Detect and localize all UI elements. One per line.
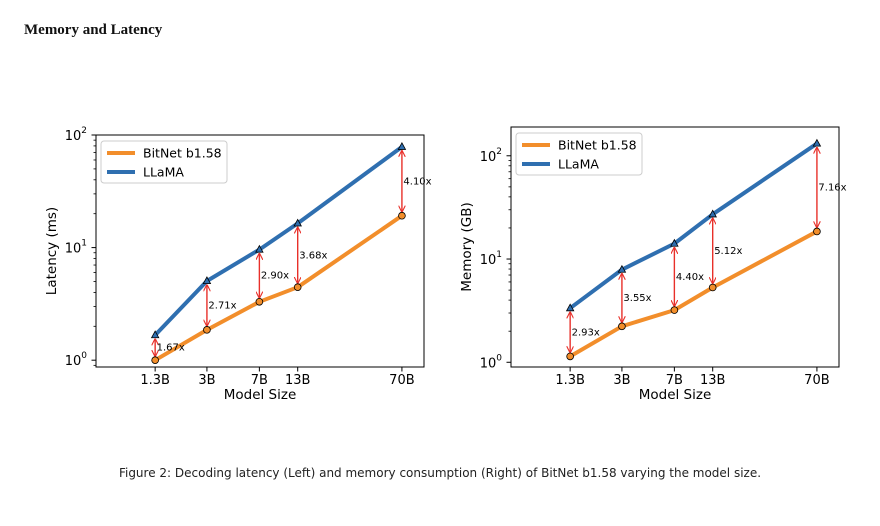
llama-point <box>708 209 717 218</box>
y-tick-base: 10 <box>480 356 497 371</box>
ratio-label: 1.67x <box>157 343 185 354</box>
bitnet-point <box>255 298 264 306</box>
x-tick-label: 1.3B <box>140 373 170 388</box>
llama-point <box>565 303 575 312</box>
y-tick-base: 10 <box>480 253 497 268</box>
x-axis-title: Model Size <box>639 387 712 403</box>
x-axis-title: Model Size <box>224 387 297 403</box>
y-tick-label: 101 <box>65 239 87 257</box>
x-tick-label: 7B <box>251 373 268 388</box>
legend-label: BitNet b1.58 <box>558 138 637 153</box>
figure-caption: Figure 2: Decoding latency (Left) and me… <box>118 466 762 480</box>
bitnet-point <box>151 356 159 364</box>
plot-frame <box>95 134 425 368</box>
legend: BitNet b1.58 LLaMA <box>515 132 643 176</box>
y-axis-title: Latency (ms) <box>44 207 60 295</box>
y-tick-base: 10 <box>480 150 497 165</box>
ratio-label: 4.40x <box>676 272 704 283</box>
llama-point <box>150 330 160 339</box>
y-tick-exponent: 2 <box>81 126 87 136</box>
x-tick-label: 13B <box>700 373 725 388</box>
bitnet-point <box>566 352 574 361</box>
y-tick-exponent: 0 <box>496 353 502 363</box>
y-tick-label: 102 <box>65 126 87 144</box>
bitnet-point <box>670 306 679 314</box>
ratio-label: 2.93x <box>572 327 600 338</box>
x-tick-label: 13B <box>285 373 310 388</box>
x-tick-label: 7B <box>666 373 683 388</box>
llama-point <box>255 244 264 253</box>
y-tick-exponent: 2 <box>496 147 502 157</box>
section-heading: Memory and Latency <box>24 22 163 38</box>
legend-label: LLaMA <box>143 165 184 180</box>
legend-label: BitNet b1.58 <box>143 146 222 161</box>
x-tick-label: 70B <box>389 373 414 388</box>
x-tick-label: 1.3B <box>555 373 585 388</box>
legend-label: LLaMA <box>558 157 599 172</box>
ratio-label: 3.55x <box>623 293 651 304</box>
llama-point <box>202 276 212 285</box>
bitnet-point <box>708 283 717 292</box>
legend: BitNet b1.58 LLaMA <box>100 140 228 184</box>
y-tick-label: 100 <box>480 353 503 371</box>
bitnet-point <box>398 211 406 220</box>
bitnet-point <box>618 322 626 331</box>
bitnet-series-line <box>569 229 818 359</box>
y-tick-base: 10 <box>65 354 82 369</box>
llama-point <box>293 218 302 227</box>
y-tick-label: 100 <box>65 351 88 369</box>
x-tick-label: 3B <box>613 373 630 388</box>
x-tick-label: 3B <box>198 373 215 388</box>
bitnet-point <box>813 227 821 236</box>
y-tick-base: 10 <box>65 129 82 144</box>
ratio-label: 2.90x <box>261 271 289 282</box>
y-tick-exponent: 1 <box>496 250 502 260</box>
y-axis-title: Memory (GB) <box>459 202 475 291</box>
ratio-label: 3.68x <box>299 250 327 261</box>
y-tick-base: 10 <box>65 242 82 257</box>
y-tick-label: 102 <box>480 147 502 165</box>
llama-point <box>670 238 679 247</box>
plot-frame <box>510 126 840 368</box>
llama-point <box>812 138 822 147</box>
y-tick-exponent: 1 <box>81 239 87 249</box>
ratio-label: 2.71x <box>208 300 236 311</box>
x-tick-label: 70B <box>804 373 829 388</box>
y-tick-exponent: 0 <box>81 351 87 361</box>
llama-point <box>397 142 407 150</box>
llama-point <box>617 264 627 273</box>
bitnet-point <box>293 283 302 291</box>
y-tick-label: 101 <box>480 250 502 268</box>
ratio-label: 7.16x <box>818 182 846 193</box>
bitnet-point <box>203 326 211 334</box>
ratio-label: 5.12x <box>714 246 742 257</box>
ratio-label: 4.10x <box>403 176 431 187</box>
